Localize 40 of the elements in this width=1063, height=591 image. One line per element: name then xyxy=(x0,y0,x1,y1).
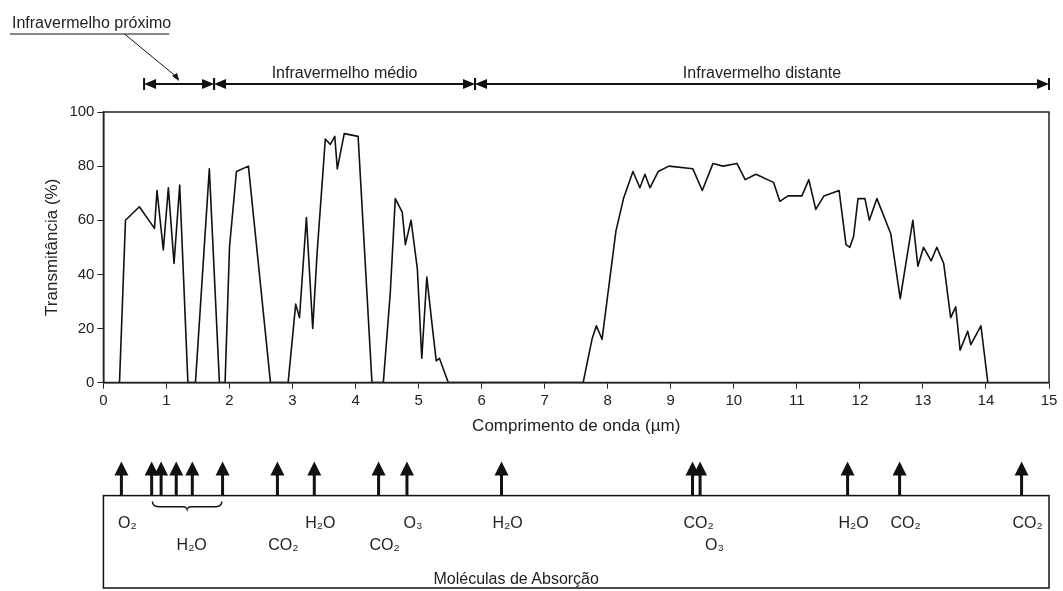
text: Infravermelho médio xyxy=(271,64,418,81)
text: H₂O xyxy=(838,513,869,531)
x-axis-title: Comprimento de onda (µm) xyxy=(472,416,681,436)
x-tick-label: 11 xyxy=(789,390,805,408)
x-tick-label: 8 xyxy=(603,390,612,408)
x-tick-label: 3 xyxy=(288,390,297,408)
text: Moléculas de Absorção xyxy=(433,570,600,587)
text: CO₂ xyxy=(268,535,299,553)
text: CO₂ xyxy=(369,535,400,553)
x-tick-label: 10 xyxy=(725,390,743,408)
x-tick-label: 2 xyxy=(225,390,234,408)
x-tick-label: 13 xyxy=(914,390,932,408)
x-tick-label: 15 xyxy=(1040,390,1058,408)
text: Infravermelho próximo xyxy=(12,14,172,31)
y-tick-label: 100 xyxy=(69,102,95,120)
text: CO₂ xyxy=(1012,513,1043,531)
y-tick-label: 40 xyxy=(77,264,95,282)
y-tick-label: 80 xyxy=(77,156,95,174)
text: O₃ xyxy=(705,535,725,553)
x-tick-label: 14 xyxy=(977,390,995,408)
x-tick-label: 7 xyxy=(540,390,549,408)
text: H₂O xyxy=(176,535,207,553)
text: CO₂ xyxy=(683,513,714,531)
text: CO₂ xyxy=(890,513,921,531)
y-tick-label: 60 xyxy=(77,210,95,228)
text: H₂O xyxy=(492,513,523,531)
x-tick-label: 1 xyxy=(162,390,171,408)
x-tick-label: 4 xyxy=(351,390,360,408)
x-tick-label: 6 xyxy=(477,390,486,408)
x-tick-label: 12 xyxy=(851,390,869,408)
x-tick-label: 5 xyxy=(414,390,423,408)
y-tick-label: 20 xyxy=(77,318,95,336)
x-tick-label: 9 xyxy=(666,390,675,408)
text: O₂ xyxy=(118,513,137,531)
y-tick-label: 0 xyxy=(86,372,95,390)
text: O₃ xyxy=(403,513,423,531)
y-axis-title: Transmitância (%) xyxy=(41,178,61,316)
x-tick-label: 0 xyxy=(99,390,108,408)
text: Infravermelho distante xyxy=(682,64,842,81)
text: H₂O xyxy=(305,513,336,531)
